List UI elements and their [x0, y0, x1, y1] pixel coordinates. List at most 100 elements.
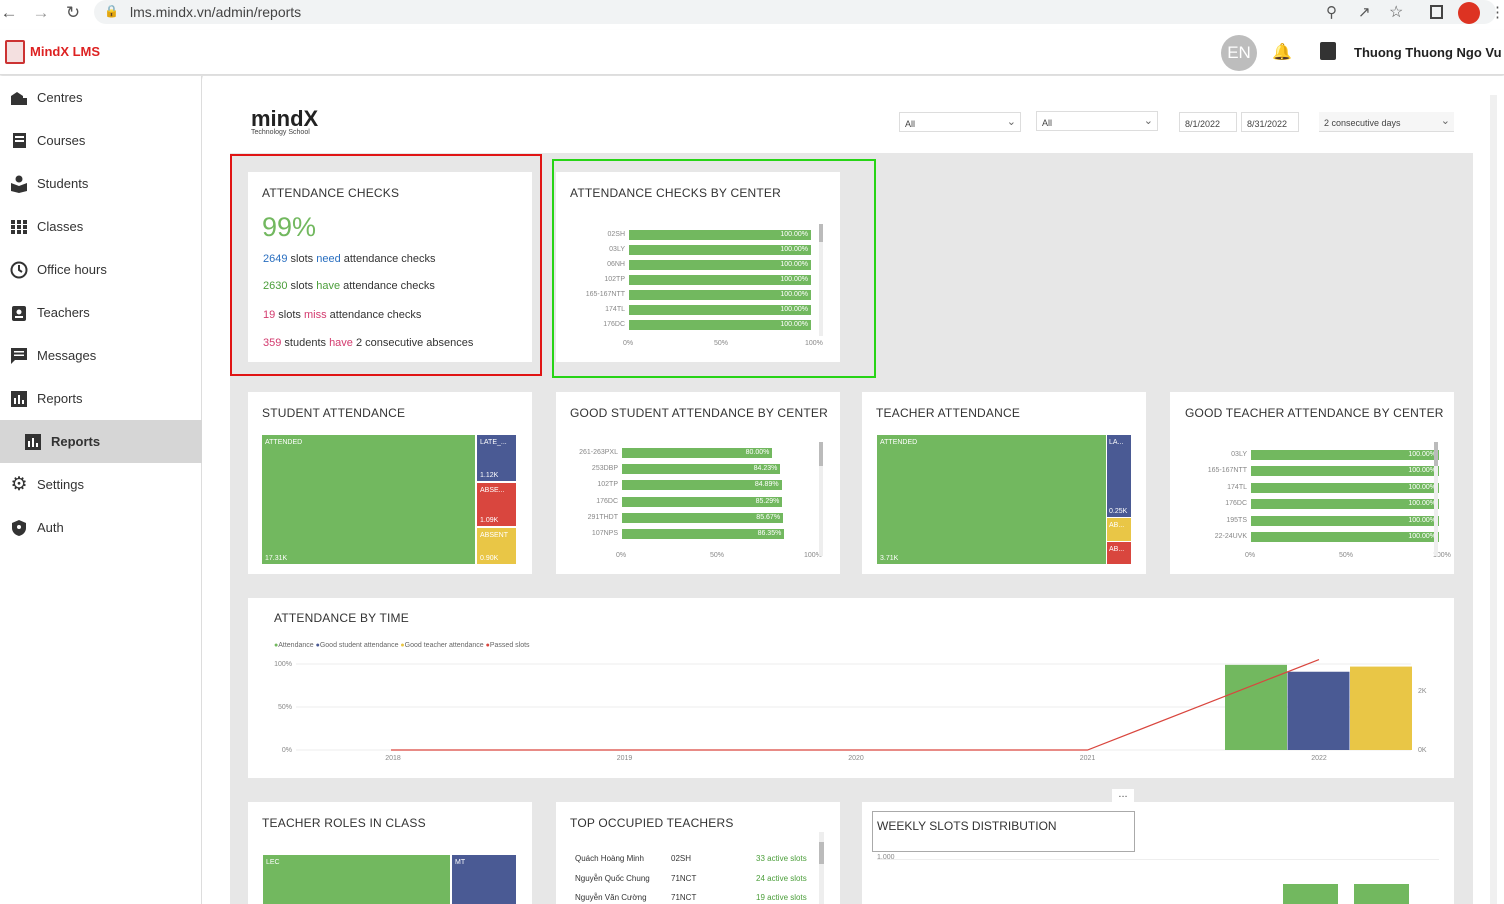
sidebar-item-label: Reports — [51, 434, 101, 449]
category-label: 174TL — [605, 306, 625, 313]
treemap-late[interactable]: LATE_... 1.12K — [477, 435, 516, 481]
menu-icon[interactable]: ⋮ — [1490, 4, 1504, 21]
filter-select-2[interactable]: All ⌄ — [1036, 111, 1158, 131]
forward-icon[interactable]: → — [32, 3, 50, 22]
bar[interactable]: 100.00% — [629, 320, 811, 330]
scrollbar[interactable] — [1490, 95, 1497, 904]
account-icon[interactable] — [1320, 42, 1336, 60]
card-title: STUDENT ATTENDANCE — [262, 406, 406, 420]
bar[interactable]: 100.00% — [1251, 450, 1439, 460]
consecutive-select[interactable]: 2 consecutive days ⌄ — [1319, 112, 1454, 132]
treemap-mt[interactable]: MT — [452, 855, 516, 904]
sidebar-item-reports[interactable]: Reports — [0, 377, 202, 420]
bar[interactable]: 100.00% — [1251, 499, 1439, 510]
bar[interactable]: 84.89% — [622, 480, 782, 491]
language-button[interactable]: EN — [1221, 35, 1257, 71]
bar-value-label: 100.00% — [780, 261, 808, 268]
treemap-abse[interactable]: ABSE... 1.09K — [477, 483, 516, 526]
x-tick-label: 50% — [714, 340, 729, 347]
sidebar-item-classes[interactable]: Classes — [0, 205, 202, 248]
treemap-absent[interactable]: ABSENT 0.90K — [477, 528, 516, 564]
logo-icon — [5, 40, 25, 64]
bar-value-label: 100.00% — [1408, 483, 1436, 491]
address-bar[interactable]: 🔒 — [94, 0, 1496, 24]
bar[interactable]: 100.00% — [629, 290, 811, 300]
back-icon[interactable]: ← — [0, 3, 18, 22]
sidebar-item-teachers[interactable]: Teachers — [0, 291, 202, 334]
bar-value-label: 100.00% — [780, 276, 808, 283]
zoom-icon[interactable]: ⚲ — [1326, 4, 1337, 21]
weekly-bar[interactable] — [1283, 884, 1338, 904]
highlight-box-red — [230, 154, 542, 376]
scrollbar[interactable] — [819, 224, 823, 336]
chevron-down-icon: ⌄ — [1440, 115, 1450, 127]
bar-good-student-attendance — [1287, 671, 1350, 750]
filter-select-1[interactable]: All ⌄ — [899, 112, 1021, 132]
teacher-name: Quách Hoàng Minh — [575, 854, 644, 863]
share-icon[interactable]: ↗ — [1358, 4, 1371, 21]
bar[interactable]: 100.00% — [1251, 482, 1439, 493]
report-logo: mindX Technology School — [251, 106, 318, 136]
teacher-slots: 19 active slots — [756, 893, 807, 902]
scrollbar[interactable] — [819, 832, 824, 904]
bar[interactable]: 80.00% — [622, 448, 773, 458]
sidebar-item-office-hours[interactable]: Office hours — [0, 248, 202, 291]
x-tick-label: 50% — [1339, 552, 1354, 559]
bar[interactable]: 100.00% — [1251, 515, 1439, 526]
bar[interactable]: 86.35% — [622, 529, 785, 539]
date-from-input[interactable]: 8/1/2022 — [1179, 112, 1237, 132]
treemap-attended[interactable]: ATTENDED 17.31K — [262, 435, 475, 564]
weekly-bar[interactable] — [1354, 884, 1409, 904]
sidebar-item-messages[interactable]: Messages — [0, 334, 202, 377]
sidebar-item-settings[interactable]: ⚙ Settings — [0, 463, 202, 506]
bar-value-label: 100.00% — [780, 231, 808, 238]
url-text[interactable]: lms.mindx.vn/admin/reports — [130, 4, 302, 20]
bar-value-label: 100.00% — [1408, 467, 1436, 475]
gear-icon: ⚙ — [10, 474, 28, 495]
sidebar-item-auth[interactable]: Auth — [0, 506, 202, 549]
sidebar-item-students[interactable]: Students — [0, 162, 202, 205]
chevron-down-icon: ⌄ — [1143, 115, 1153, 127]
category-label: 03LY — [609, 246, 625, 253]
bar[interactable]: 84.23% — [622, 464, 781, 475]
profile-avatar-icon[interactable] — [1458, 2, 1480, 24]
treemap-ab-red[interactable]: AB... — [1107, 542, 1131, 564]
bell-icon[interactable]: 🔔 — [1272, 44, 1292, 61]
card-title: WEEKLY SLOTS DISTRIBUTION — [877, 819, 1057, 833]
reports-icon — [23, 432, 43, 452]
app-name[interactable]: MindX LMS — [30, 44, 101, 59]
user-name[interactable]: Thuong Thuong Ngo Vu — [1354, 45, 1502, 60]
sidepanel-icon[interactable] — [1430, 5, 1443, 19]
more-options-button[interactable]: ... — [1112, 789, 1134, 803]
treemap-attended[interactable]: ATTENDED 3.71K — [877, 435, 1106, 564]
bar-value-label: 86.35% — [757, 530, 782, 537]
bar[interactable]: 100.00% — [629, 305, 811, 315]
bar[interactable]: 100.00% — [629, 245, 811, 255]
star-icon[interactable]: ☆ — [1389, 4, 1404, 21]
treemap-late[interactable]: LA... 0.25K — [1107, 435, 1131, 517]
bar[interactable]: 100.00% — [629, 260, 811, 270]
sidebar-item-centres[interactable]: Centres — [0, 76, 202, 119]
bar[interactable]: 85.67% — [622, 512, 784, 523]
bar-value-label: 100.00% — [780, 246, 808, 253]
treemap-lec[interactable]: LEC — [263, 855, 450, 904]
bar[interactable]: 100.00% — [629, 230, 811, 240]
sidebar: Centres Courses Students Classes Office … — [0, 76, 202, 904]
attendance-by-center-chart: 02SH 100.00% 03LY 100.00% 06NH 100.00% 102TP 10… — [556, 172, 840, 362]
date-to-input[interactable]: 8/31/2022 — [1241, 112, 1299, 132]
bar-value-label: 100.00% — [780, 321, 808, 328]
sidebar-item-reports-sub[interactable]: Reports — [0, 420, 202, 463]
reload-icon[interactable]: ↻ — [65, 3, 81, 22]
x-tick-label: 50% — [710, 552, 725, 559]
sidebar-item-courses[interactable]: Courses — [0, 119, 202, 162]
scrollbar[interactable] — [1434, 442, 1438, 556]
x-tick-label: 100% — [805, 340, 823, 347]
bar-attendance — [1225, 664, 1287, 750]
bar[interactable]: 100.00% — [1251, 532, 1439, 542]
bar-value-label: 100.00% — [1408, 516, 1436, 524]
bar[interactable]: 100.00% — [629, 275, 811, 285]
scrollbar[interactable] — [819, 442, 823, 556]
bar[interactable]: 100.00% — [1251, 466, 1439, 477]
treemap-ab-yellow[interactable]: AB... — [1107, 518, 1131, 541]
bar[interactable]: 85.29% — [622, 496, 783, 507]
